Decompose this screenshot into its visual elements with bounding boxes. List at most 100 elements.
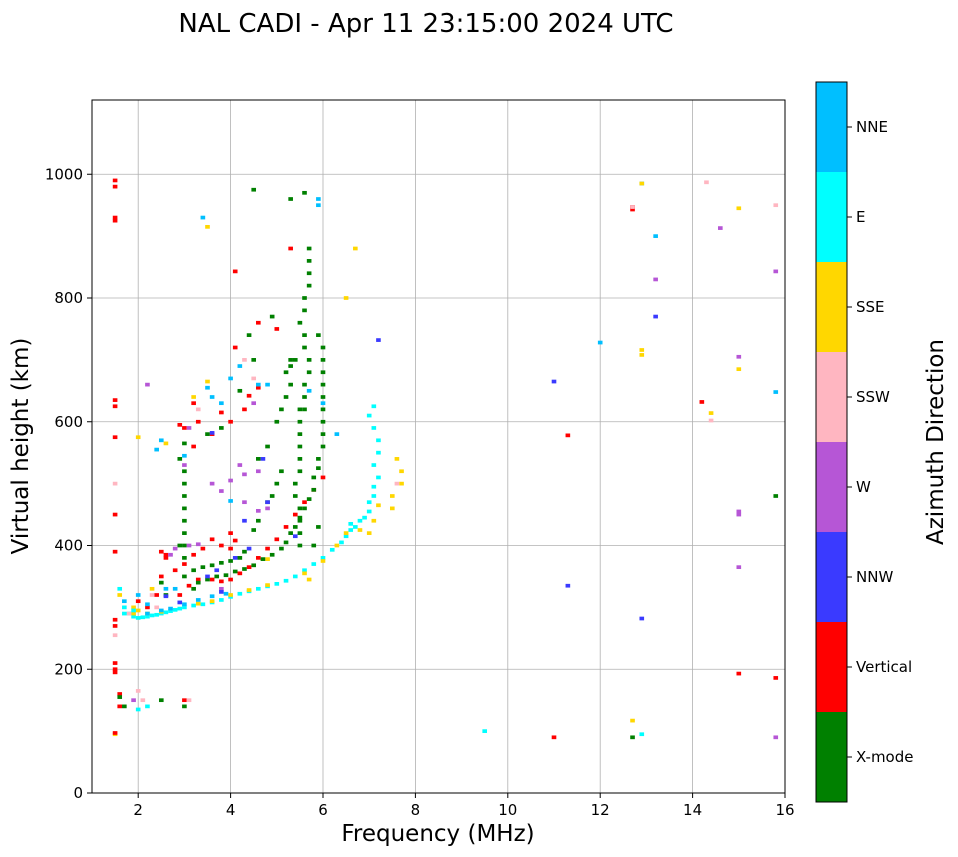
echo-point [195, 407, 201, 412]
echo-point [163, 552, 169, 557]
echo-point [237, 556, 243, 560]
echo-point [283, 525, 289, 529]
echo-point [177, 606, 183, 611]
echo-point [297, 457, 303, 461]
echo-point [306, 246, 312, 251]
colorbar-tick-label: NNE [856, 118, 888, 136]
echo-point [182, 531, 187, 535]
echo-point [112, 178, 118, 183]
grid-lines [92, 100, 785, 793]
echo-point [219, 560, 224, 565]
echo-point [122, 599, 127, 604]
echo-point [232, 269, 238, 274]
echo-point [182, 574, 187, 579]
echo-point [639, 353, 645, 357]
x-tick-label: 4 [226, 801, 236, 819]
echo-point [297, 444, 303, 449]
echo-point [131, 608, 136, 613]
colorbar-tick-label: SSE [856, 298, 885, 316]
echo-point [256, 518, 261, 523]
echo-point [736, 367, 742, 372]
echo-point [149, 613, 155, 618]
echo-point [195, 598, 201, 602]
echo-point [219, 598, 224, 602]
echo-point [389, 506, 395, 511]
echo-point [122, 611, 127, 616]
echo-point [182, 704, 187, 709]
echo-point [228, 376, 233, 381]
echo-point [320, 419, 326, 424]
echo-point [302, 571, 307, 576]
echo-point [182, 506, 187, 511]
echo-point [163, 556, 169, 560]
echo-point [302, 308, 307, 313]
echo-point [297, 432, 303, 436]
echo-point [135, 593, 141, 597]
echo-point [371, 518, 377, 523]
echo-point [246, 393, 252, 398]
echo-point [158, 574, 164, 579]
echo-point [292, 358, 298, 362]
echo-point [292, 494, 298, 498]
echo-point [357, 528, 363, 532]
echo-point [302, 190, 307, 195]
echo-point [131, 605, 136, 610]
echo-point [736, 354, 742, 359]
echo-point [288, 364, 293, 368]
echo-point [343, 296, 349, 300]
echo-point [112, 512, 118, 517]
echo-point [131, 611, 136, 616]
echo-point [237, 388, 243, 393]
echo-point [112, 549, 118, 554]
echo-point [283, 370, 289, 375]
echo-point [135, 435, 141, 440]
echo-point [699, 400, 705, 404]
echo-point [182, 698, 187, 703]
echo-point [311, 562, 317, 566]
echo-point [135, 608, 141, 613]
echo-point [242, 549, 247, 554]
echo-point [186, 426, 192, 430]
echo-point [311, 487, 317, 492]
echo-point [653, 234, 658, 238]
echo-point [228, 531, 233, 535]
echo-point [251, 376, 257, 381]
echo-point [242, 518, 247, 523]
echo-point [357, 518, 363, 523]
echo-point [209, 594, 215, 599]
echo-point [394, 481, 400, 486]
echo-point [237, 364, 243, 368]
echo-point [209, 395, 215, 399]
echo-point [209, 537, 215, 542]
echo-point [242, 407, 247, 412]
echo-point [256, 382, 261, 387]
echo-point [251, 187, 257, 192]
echo-point [163, 610, 169, 615]
echo-point [302, 407, 307, 412]
echo-point [195, 577, 201, 582]
echo-point [186, 583, 192, 588]
echo-point [182, 556, 187, 560]
echo-point [168, 606, 173, 611]
echo-point [371, 494, 377, 498]
colorbar-segment [816, 352, 847, 442]
echo-point [172, 586, 178, 591]
echo-point [256, 586, 261, 591]
echo-point [209, 599, 215, 604]
echo-point [343, 534, 349, 539]
echo-point [219, 579, 224, 584]
echo-point [200, 546, 206, 551]
echo-point [773, 494, 779, 498]
echo-point [182, 494, 187, 498]
echo-point [302, 395, 307, 399]
echo-point [112, 661, 118, 665]
echo-point [168, 552, 173, 557]
echo-point [145, 605, 150, 610]
echo-point [302, 345, 307, 350]
echo-point [228, 419, 233, 424]
colorbar-segment [816, 82, 847, 172]
echo-point [112, 731, 118, 735]
echo-point [288, 197, 293, 201]
echo-point [639, 181, 645, 186]
